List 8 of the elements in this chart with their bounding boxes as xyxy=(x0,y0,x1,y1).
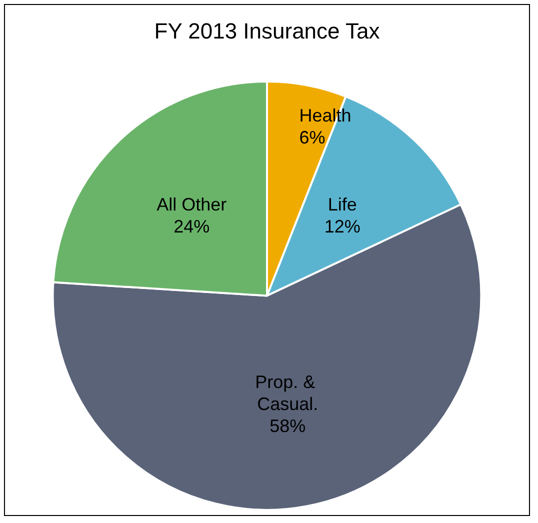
chart-title: FY 2013 Insurance Tax xyxy=(154,18,380,44)
data-label: 24% xyxy=(174,216,210,236)
data-label: 12% xyxy=(324,216,360,236)
slice-label: Prop. & Casual. xyxy=(255,372,320,414)
slice-label: Life xyxy=(328,194,357,214)
data-label: 58% xyxy=(270,416,306,436)
slice-label: All Other xyxy=(156,194,227,214)
data-label: 6% xyxy=(299,128,326,148)
